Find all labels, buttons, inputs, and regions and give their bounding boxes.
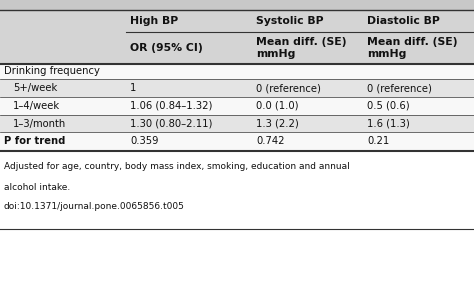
Text: Mean diff. (SE)
mmHg: Mean diff. (SE) mmHg	[256, 37, 346, 58]
Text: Systolic BP: Systolic BP	[256, 16, 324, 26]
Bar	[0, 64, 474, 79]
Bar	[0, 97, 474, 115]
Text: 1–4/week: 1–4/week	[13, 101, 60, 111]
Text: 0.359: 0.359	[130, 136, 159, 147]
Text: 1.30 (0.80–2.11): 1.30 (0.80–2.11)	[130, 119, 213, 129]
Text: Diastolic BP: Diastolic BP	[367, 16, 440, 26]
Text: 0.0 (1.0): 0.0 (1.0)	[256, 101, 299, 111]
Text: OR (95% CI): OR (95% CI)	[130, 43, 203, 53]
Text: 5+/week: 5+/week	[13, 83, 57, 93]
Text: alcohol intake.: alcohol intake.	[4, 183, 70, 192]
Text: 0 (reference): 0 (reference)	[367, 83, 432, 93]
Text: High BP: High BP	[130, 16, 179, 26]
Text: 1: 1	[130, 83, 137, 93]
Bar	[0, 132, 474, 150]
Bar	[0, 10, 474, 32]
Text: 0 (reference): 0 (reference)	[256, 83, 321, 93]
Text: 1–3/month: 1–3/month	[13, 119, 66, 129]
Bar	[0, 150, 474, 229]
Text: 1.06 (0.84–1.32): 1.06 (0.84–1.32)	[130, 101, 213, 111]
Text: Drinking frequency: Drinking frequency	[4, 67, 100, 76]
Text: 1.3 (2.2): 1.3 (2.2)	[256, 119, 299, 129]
Text: Adjusted for age, country, body mass index, smoking, education and annual: Adjusted for age, country, body mass ind…	[4, 162, 349, 171]
Bar	[0, 115, 474, 132]
Bar	[0, 79, 474, 97]
Bar	[0, 32, 474, 64]
Text: Mean diff. (SE)
mmHg: Mean diff. (SE) mmHg	[367, 37, 458, 58]
Bar	[0, 0, 474, 10]
Text: 0.5 (0.6): 0.5 (0.6)	[367, 101, 410, 111]
Text: doi:10.1371/journal.pone.0065856.t005: doi:10.1371/journal.pone.0065856.t005	[4, 202, 185, 211]
Text: 0.742: 0.742	[256, 136, 284, 147]
Text: 0.21: 0.21	[367, 136, 390, 147]
Text: P for trend: P for trend	[4, 136, 65, 147]
Text: 1.6 (1.3): 1.6 (1.3)	[367, 119, 410, 129]
